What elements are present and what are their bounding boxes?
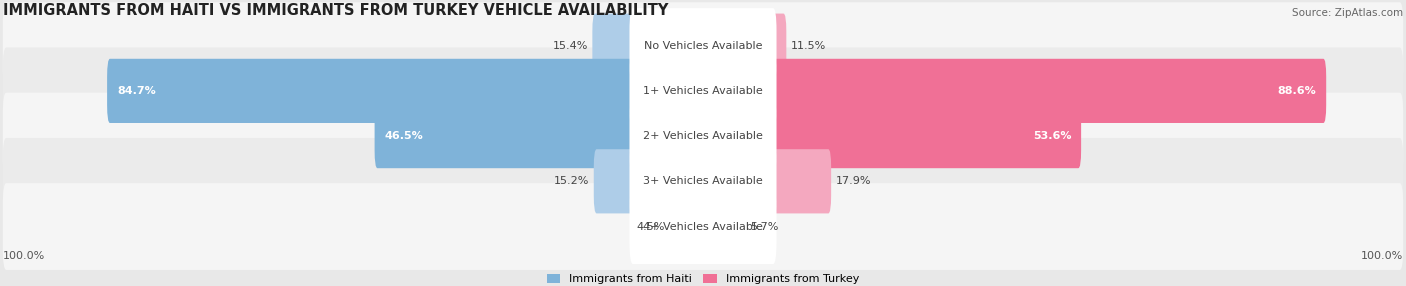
FancyBboxPatch shape	[374, 104, 706, 168]
FancyBboxPatch shape	[107, 59, 706, 123]
Text: 4+ Vehicles Available: 4+ Vehicles Available	[643, 222, 763, 232]
Text: No Vehicles Available: No Vehicles Available	[644, 41, 762, 51]
FancyBboxPatch shape	[3, 138, 1403, 225]
FancyBboxPatch shape	[630, 144, 776, 219]
Text: 1+ Vehicles Available: 1+ Vehicles Available	[643, 86, 763, 96]
Text: 53.6%: 53.6%	[1033, 131, 1071, 141]
Text: Source: ZipAtlas.com: Source: ZipAtlas.com	[1292, 8, 1403, 18]
Text: IMMIGRANTS FROM HAITI VS IMMIGRANTS FROM TURKEY VEHICLE AVAILABILITY: IMMIGRANTS FROM HAITI VS IMMIGRANTS FROM…	[3, 3, 668, 18]
FancyBboxPatch shape	[3, 47, 1403, 134]
Text: 15.4%: 15.4%	[553, 41, 588, 51]
FancyBboxPatch shape	[593, 149, 706, 213]
FancyBboxPatch shape	[700, 104, 1081, 168]
FancyBboxPatch shape	[630, 53, 776, 128]
Text: 3+ Vehicles Available: 3+ Vehicles Available	[643, 176, 763, 186]
Text: 100.0%: 100.0%	[1361, 251, 1403, 261]
FancyBboxPatch shape	[630, 189, 776, 264]
FancyBboxPatch shape	[630, 99, 776, 174]
Text: 88.6%: 88.6%	[1278, 86, 1316, 96]
FancyBboxPatch shape	[3, 2, 1403, 89]
FancyBboxPatch shape	[3, 93, 1403, 180]
Text: 15.2%: 15.2%	[554, 176, 589, 186]
Text: 46.5%: 46.5%	[384, 131, 423, 141]
FancyBboxPatch shape	[592, 13, 706, 78]
FancyBboxPatch shape	[700, 59, 1326, 123]
FancyBboxPatch shape	[700, 194, 745, 259]
FancyBboxPatch shape	[3, 183, 1403, 270]
Text: 5.7%: 5.7%	[749, 222, 779, 232]
FancyBboxPatch shape	[669, 194, 706, 259]
Text: 100.0%: 100.0%	[3, 251, 45, 261]
Text: 11.5%: 11.5%	[790, 41, 825, 51]
FancyBboxPatch shape	[700, 149, 831, 213]
Text: 2+ Vehicles Available: 2+ Vehicles Available	[643, 131, 763, 141]
FancyBboxPatch shape	[630, 8, 776, 83]
FancyBboxPatch shape	[700, 13, 786, 78]
Text: 84.7%: 84.7%	[117, 86, 156, 96]
Text: 17.9%: 17.9%	[835, 176, 870, 186]
Text: 4.5%: 4.5%	[636, 222, 665, 232]
Legend: Immigrants from Haiti, Immigrants from Turkey: Immigrants from Haiti, Immigrants from T…	[547, 274, 859, 284]
